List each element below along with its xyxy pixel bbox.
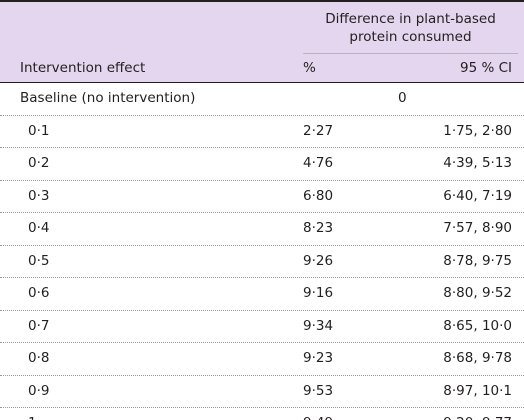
intervention-effect-cell: 0·4 [28, 220, 50, 236]
confidence-interval-cell: 8·65, 10·0 [443, 317, 512, 334]
confidence-interval-cell: 4·39, 5·13 [443, 155, 512, 171]
intervention-effect-cell: 0·3 [28, 187, 50, 204]
header-rule [0, 82, 524, 83]
confidence-interval-cell: 6·40, 7·19 [443, 187, 512, 204]
confidence-interval-cell: 1·75, 2·80 [443, 122, 512, 139]
table-row: 0·2 4·76 4·39, 5·13 [0, 148, 524, 181]
column-header-confidence-interval: 95 % CI [460, 60, 512, 76]
spanning-header: Difference in plant-based protein consum… [325, 11, 496, 45]
intervention-effect-cell: 0·8 [28, 350, 50, 366]
table-row: 0·9 9·53 8·97, 10·1 [0, 376, 524, 408]
table-row: 0·3 6·80 6·40, 7·19 [0, 181, 524, 213]
confidence-interval-cell: 8·68, 9·78 [443, 350, 512, 366]
intervention-effect-cell: 1 [28, 408, 37, 420]
intervention-effect-cell: 0·7 [28, 317, 50, 334]
table-row: 0·7 9·34 8·65, 10·0 [0, 311, 524, 343]
column-header-intervention-effect: Intervention effect [20, 60, 146, 76]
column-header-percent: % [303, 60, 316, 76]
percent-cell: 8·23 [303, 220, 334, 236]
percent-cell: 9·53 [303, 382, 334, 399]
table-row: 0·6 9·16 8·80, 9·52 [0, 278, 524, 311]
confidence-interval-cell: 9·20, 9·77 [443, 408, 512, 420]
confidence-interval-cell: 7·57, 8·90 [443, 220, 512, 236]
intervention-effect-cell: 0·5 [28, 252, 50, 269]
baseline-value: 0 [398, 90, 407, 106]
table-row-baseline: Baseline (no intervention) 0 [0, 83, 524, 116]
intervention-effect-cell: 0·2 [28, 155, 50, 171]
top-rule [0, 0, 524, 2]
table-row: 0·5 9·26 8·78, 9·75 [0, 246, 524, 278]
percent-cell: 9·16 [303, 285, 334, 301]
percent-cell: 4·76 [303, 155, 334, 171]
percent-cell: 2·27 [303, 122, 334, 139]
confidence-interval-cell: 8·97, 10·1 [443, 382, 512, 399]
percent-cell: 6·80 [303, 187, 334, 204]
table-header [0, 0, 524, 82]
percent-cell: 9·34 [303, 317, 334, 334]
table-body: Baseline (no intervention) 0 0·1 2·27 1·… [0, 83, 524, 420]
percent-cell: 9·49 [303, 408, 333, 420]
table-row: 0·8 9·23 8·68, 9·78 [0, 343, 524, 376]
table-row: 0·1 2·27 1·75, 2·80 [0, 116, 524, 148]
percent-cell: 9·23 [303, 350, 334, 366]
table-row: 0·4 8·23 7·57, 8·90 [0, 213, 524, 246]
spanning-header-rule [303, 53, 518, 54]
confidence-interval-cell: 8·80, 9·52 [443, 285, 512, 301]
intervention-effect-cell: 0·1 [28, 122, 50, 139]
confidence-interval-cell: 8·78, 9·75 [443, 252, 512, 269]
intervention-effect-cell: 0·6 [28, 285, 50, 301]
table-row: 1 9·49 9·20, 9·77 [0, 408, 524, 420]
percent-cell: 9·26 [303, 252, 334, 269]
baseline-label: Baseline (no intervention) [20, 90, 196, 106]
intervention-effect-cell: 0·9 [28, 382, 50, 399]
